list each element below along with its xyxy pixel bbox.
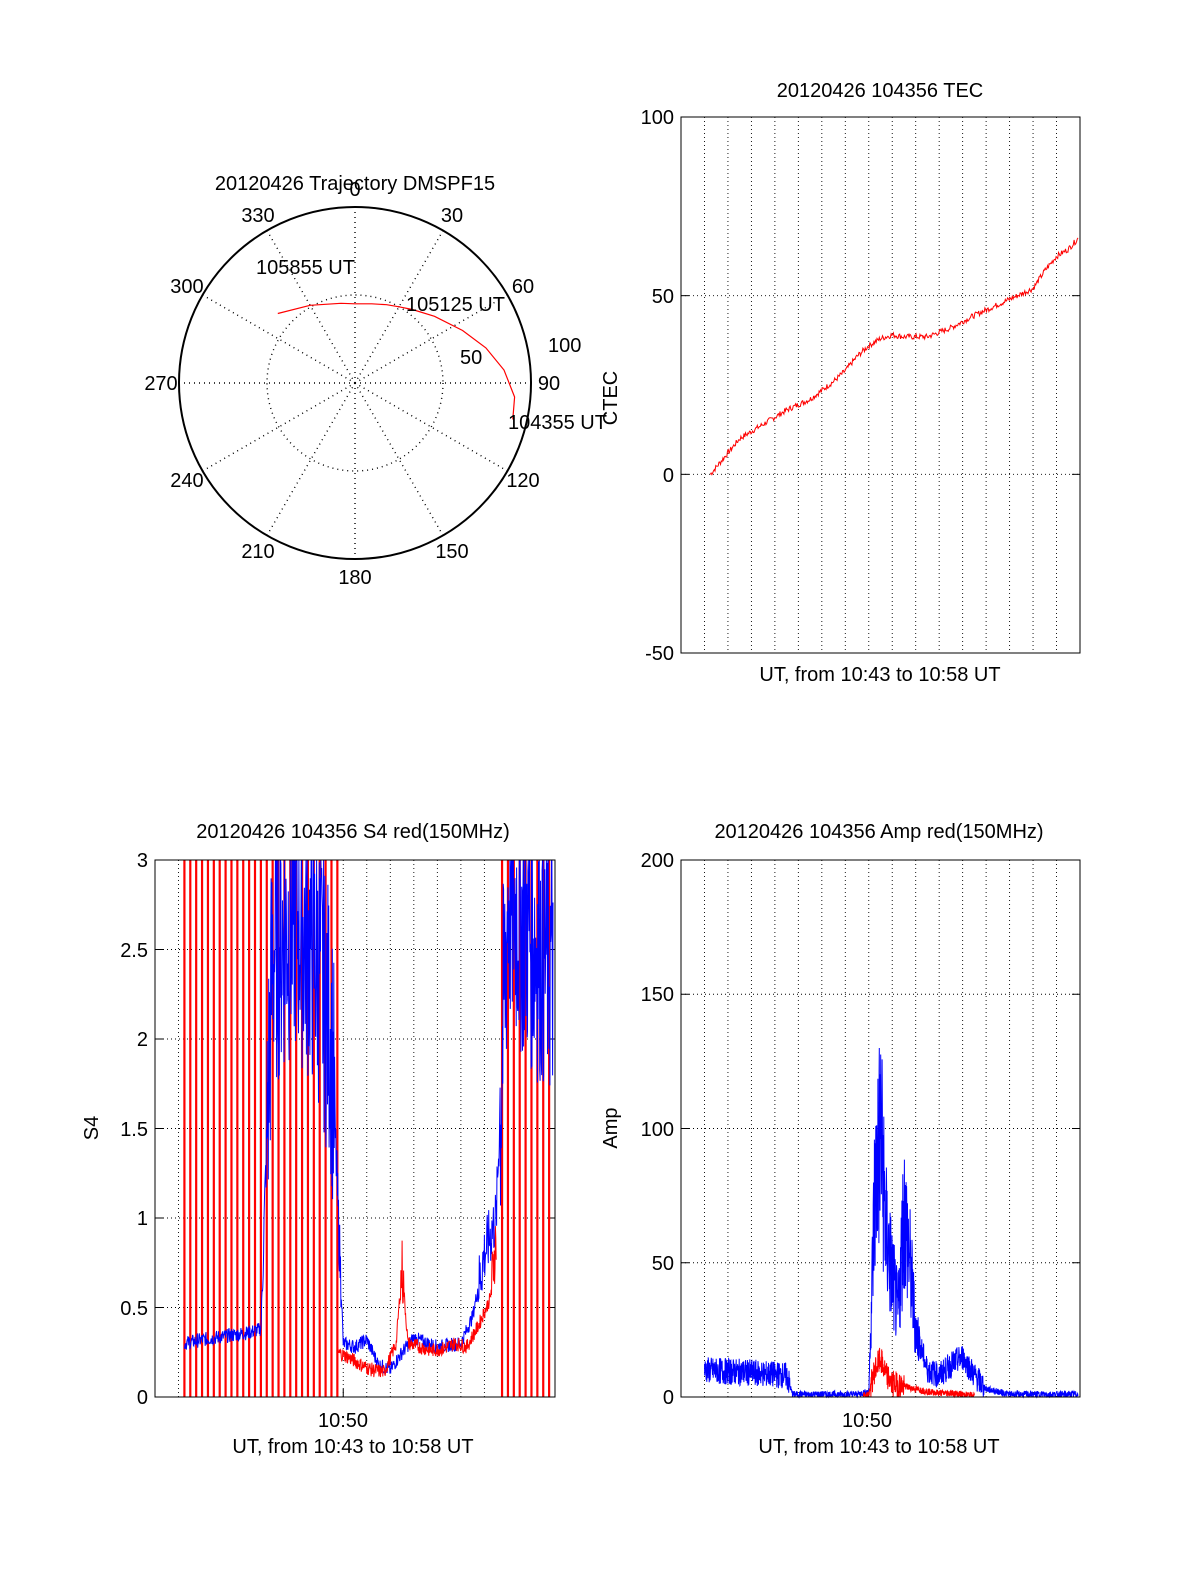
azimuth-label: 240 [170, 470, 203, 492]
azimuth-label: 270 [144, 373, 177, 395]
tec-axes-frame [680, 116, 1081, 654]
trajectory-azimuth-labels: 0 30 60 90 120 150 180 210 240 270 300 330 [144, 179, 560, 589]
s4-grid [155, 859, 555, 1398]
azimuth-label: 180 [338, 567, 371, 589]
azimuth-grid-spoke [202, 294, 356, 384]
s4-ytick-label: 1.5 [120, 1119, 148, 1141]
s4-series-line [336, 1226, 497, 1378]
amp-series-line [704, 1047, 1079, 1399]
amp-panel: 20120426 104356 Amp red(150MHz) 200 150 … [600, 821, 1081, 1458]
azimuth-label: 120 [506, 470, 539, 492]
s4-xlabel: UT, from 10:43 to 10:58 UT [232, 1436, 473, 1458]
amp-xtick-label: 10:50 [842, 1410, 892, 1432]
s4-ytick-label: 2 [137, 1029, 148, 1051]
amp-title: 20120426 104356 Amp red(150MHz) [714, 821, 1043, 843]
tec-ytick-label: 100 [641, 107, 674, 129]
trajectory-annotation-end: 105855 UT [256, 257, 355, 279]
trajectory-path [277, 302, 516, 420]
s4-ylabel: S4 [81, 1116, 103, 1140]
tec-series [709, 237, 1079, 476]
amp-ytick-label: 200 [641, 850, 674, 872]
s4-series-line [183, 859, 554, 1375]
s4-title: 20120426 104356 S4 red(150MHz) [196, 821, 510, 843]
s4-ytick-label: 1 [137, 1208, 148, 1230]
s4-xtick-label: 10:50 [318, 1410, 368, 1432]
azimuth-label: 0 [349, 179, 360, 201]
amp-ytick-label: 150 [641, 984, 674, 1006]
trajectory-outer-circle [178, 206, 532, 560]
azimuth-grid-spoke [354, 382, 444, 536]
amp-axes-frame [680, 859, 1081, 1398]
azimuth-label: 30 [441, 205, 463, 227]
tec-panel: 20120426 104356 TEC 100 50 0 -50 CTEC UT… [600, 80, 1081, 686]
azimuth-label: 60 [512, 276, 534, 298]
trajectory-panel: 20120426 Trajectory DMSPF15 0 30 60 90 120 15… [144, 173, 607, 589]
s4-panel: 20120426 104356 S4 red(150MHz) 3 2.5 2 1… [81, 821, 556, 1458]
trajectory-annotation-mid: 105125 UT [406, 294, 505, 316]
azimuth-label: 300 [170, 276, 203, 298]
radial-tick-50: 50 [460, 347, 482, 369]
azimuth-grid-spoke [266, 382, 356, 536]
radial-tick-100: 100 [548, 335, 581, 357]
azimuth-label: 210 [241, 541, 274, 563]
tec-ytick-label: 50 [652, 286, 674, 308]
amp-ytick-label: 100 [641, 1119, 674, 1141]
azimuth-label: 330 [241, 205, 274, 227]
trajectory-radial-labels: 50 100 [460, 335, 581, 369]
tec-ytick-label: -50 [645, 643, 674, 665]
azimuth-grid-spoke [354, 382, 508, 472]
trajectory-annotations: 105855 UT 105125 UT 104355 UT [256, 257, 607, 434]
amp-ylabel: Amp [600, 1107, 622, 1148]
amp-xlabel: UT, from 10:43 to 10:58 UT [758, 1436, 999, 1458]
amp-ytick-label: 0 [663, 1387, 674, 1409]
s4-series [183, 859, 554, 1397]
s4-ytick-label: 0.5 [120, 1298, 148, 1320]
amp-y-ticks: 200 150 100 50 0 [641, 850, 674, 1409]
s4-ytick-label: 2.5 [120, 940, 148, 962]
amp-series-line [862, 1347, 975, 1399]
amp-grid [681, 859, 1080, 1398]
trajectory-grid [179, 207, 531, 559]
tec-series-line [709, 237, 1079, 476]
s4-ytick-label: 3 [137, 850, 148, 872]
tec-ytick-label: 0 [663, 465, 674, 487]
trajectory-annotation-start: 104355 UT [508, 412, 607, 434]
tec-title: 20120426 104356 TEC [777, 80, 983, 102]
amp-ytick-label: 50 [652, 1253, 674, 1275]
azimuth-grid-spoke [266, 230, 356, 384]
tec-grid [681, 116, 1080, 654]
tec-xlabel: UT, from 10:43 to 10:58 UT [759, 664, 1000, 686]
azimuth-label: 150 [435, 541, 468, 563]
amp-series [704, 1047, 1079, 1399]
radial-grid-ring [266, 294, 444, 472]
s4-axes-frame [154, 859, 556, 1398]
s4-y-ticks: 3 2.5 2 1.5 1 0.5 0 [120, 850, 148, 1409]
tec-y-ticks: 100 50 0 -50 [641, 107, 674, 665]
azimuth-label: 90 [538, 373, 560, 395]
tec-ylabel: CTEC [600, 371, 622, 425]
s4-ytick-label: 0 [137, 1387, 148, 1409]
azimuth-grid-spoke [202, 382, 356, 472]
trajectory-title: 20120426 Trajectory DMSPF15 [215, 173, 495, 195]
